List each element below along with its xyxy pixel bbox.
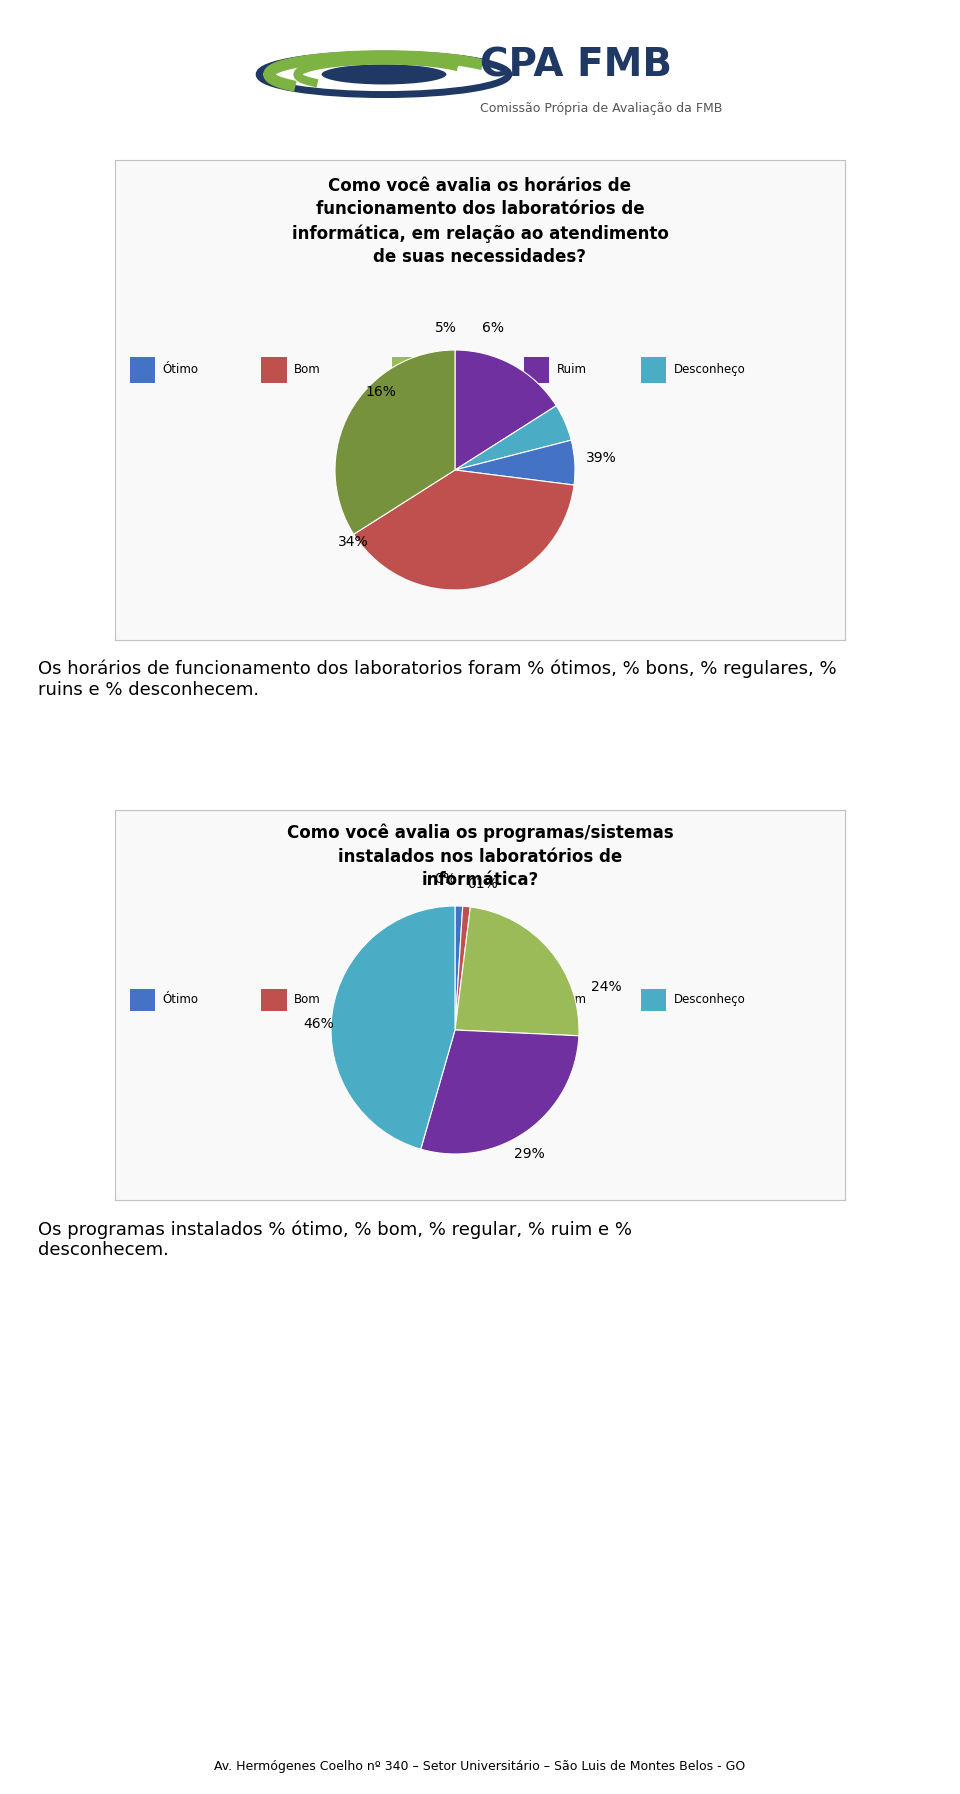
Text: Bom: Bom bbox=[294, 994, 321, 1006]
Text: Desconheço: Desconheço bbox=[674, 994, 745, 1006]
Wedge shape bbox=[335, 350, 455, 535]
Text: Os programas instalados % ótimo, % bom, % regular, % ruim e %
desconhecem.: Os programas instalados % ótimo, % bom, … bbox=[38, 1220, 633, 1259]
Text: Bom: Bom bbox=[294, 362, 321, 377]
Text: Ruim: Ruim bbox=[557, 362, 587, 377]
Bar bbox=[524, 990, 549, 1010]
Text: Regular: Regular bbox=[425, 994, 470, 1006]
Text: Ruim: Ruim bbox=[557, 994, 587, 1006]
Text: CPA FMB: CPA FMB bbox=[480, 47, 672, 84]
Circle shape bbox=[322, 65, 446, 84]
Wedge shape bbox=[331, 906, 455, 1150]
Bar bbox=[640, 990, 666, 1010]
Text: 6%: 6% bbox=[482, 321, 504, 335]
Bar bbox=[393, 990, 418, 1010]
Text: 5%: 5% bbox=[435, 321, 456, 335]
Text: Os horários de funcionamento dos laboratorios foram % ótimos, % bons, % regulare: Os horários de funcionamento dos laborat… bbox=[38, 660, 837, 700]
Bar bbox=[130, 990, 156, 1010]
Text: 01%: 01% bbox=[467, 877, 497, 890]
Text: Como você avalia os horários de
funcionamento dos laboratórios de
informática, e: Como você avalia os horários de funciona… bbox=[292, 178, 668, 266]
Bar bbox=[393, 357, 418, 384]
Bar bbox=[130, 357, 156, 384]
Text: Ótimo: Ótimo bbox=[162, 362, 199, 377]
Text: Av. Hermógenes Coelho nº 340 – Setor Universitário – São Luis de Montes Belos - : Av. Hermógenes Coelho nº 340 – Setor Uni… bbox=[214, 1760, 746, 1772]
Wedge shape bbox=[455, 906, 470, 1030]
Text: 34%: 34% bbox=[338, 535, 369, 549]
Text: Ótimo: Ótimo bbox=[162, 994, 199, 1006]
Wedge shape bbox=[420, 1030, 579, 1154]
Text: 46%: 46% bbox=[303, 1017, 334, 1032]
Text: 39%: 39% bbox=[586, 450, 616, 465]
Bar bbox=[640, 357, 666, 384]
Bar bbox=[524, 357, 549, 384]
Text: 0%: 0% bbox=[434, 872, 456, 886]
Text: 16%: 16% bbox=[365, 386, 396, 398]
Wedge shape bbox=[455, 440, 575, 484]
Wedge shape bbox=[455, 908, 579, 1035]
Bar bbox=[261, 990, 286, 1010]
Text: Regular: Regular bbox=[425, 362, 470, 377]
Wedge shape bbox=[455, 906, 463, 1030]
Wedge shape bbox=[455, 405, 571, 470]
Text: 24%: 24% bbox=[591, 980, 621, 994]
Bar bbox=[261, 357, 286, 384]
Text: 29%: 29% bbox=[514, 1146, 544, 1161]
Text: Desconheço: Desconheço bbox=[674, 362, 745, 377]
Wedge shape bbox=[353, 470, 574, 590]
Text: Como você avalia os programas/sistemas
instalados nos laboratórios de
informátic: Como você avalia os programas/sistemas i… bbox=[287, 823, 673, 890]
Wedge shape bbox=[455, 350, 556, 470]
Text: Comissão Própria de Avaliação da FMB: Comissão Própria de Avaliação da FMB bbox=[480, 102, 722, 115]
